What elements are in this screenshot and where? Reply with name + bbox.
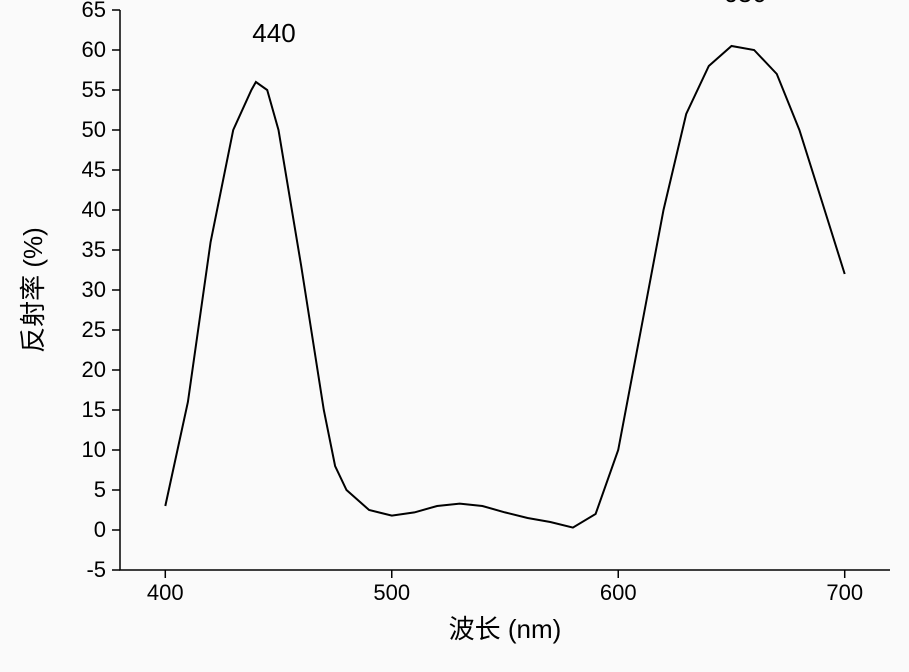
y-tick-label: 30 [82,277,106,302]
peak-annotation: 650 [723,0,766,8]
y-tick-label: 0 [94,517,106,542]
x-tick-label: 700 [826,580,863,605]
y-tick-label: 65 [82,0,106,22]
x-tick-label: 600 [600,580,637,605]
axes [120,10,890,570]
y-tick-label: -5 [86,557,106,582]
peak-annotation: 440 [252,18,295,48]
y-tick-label: 40 [82,197,106,222]
y-tick-label: 20 [82,357,106,382]
y-tick-label: 5 [94,477,106,502]
y-axis-title: 反射率 (%) [18,227,48,353]
y-tick-label: 35 [82,237,106,262]
spectrum-line [165,46,844,528]
spectrum-chart: -5 0 5 10 15 20 25 30 35 40 45 50 55 60 65 400 500 600 700… [0,0,909,667]
y-tick-label: 25 [82,317,106,342]
y-tick-label: 55 [82,77,106,102]
y-tick-label: 60 [82,37,106,62]
x-tick-label: 500 [373,580,410,605]
x-axis-title: 波长 (nm) [449,614,562,644]
chart-svg: -5 0 5 10 15 20 25 30 35 40 45 50 55 60 65 400 500 600 700… [0,0,909,667]
y-tick-label: 50 [82,117,106,142]
y-tick-label: 10 [82,437,106,462]
x-tick-label: 400 [147,580,184,605]
y-tick-label: 15 [82,397,106,422]
y-tick-label: 45 [82,157,106,182]
